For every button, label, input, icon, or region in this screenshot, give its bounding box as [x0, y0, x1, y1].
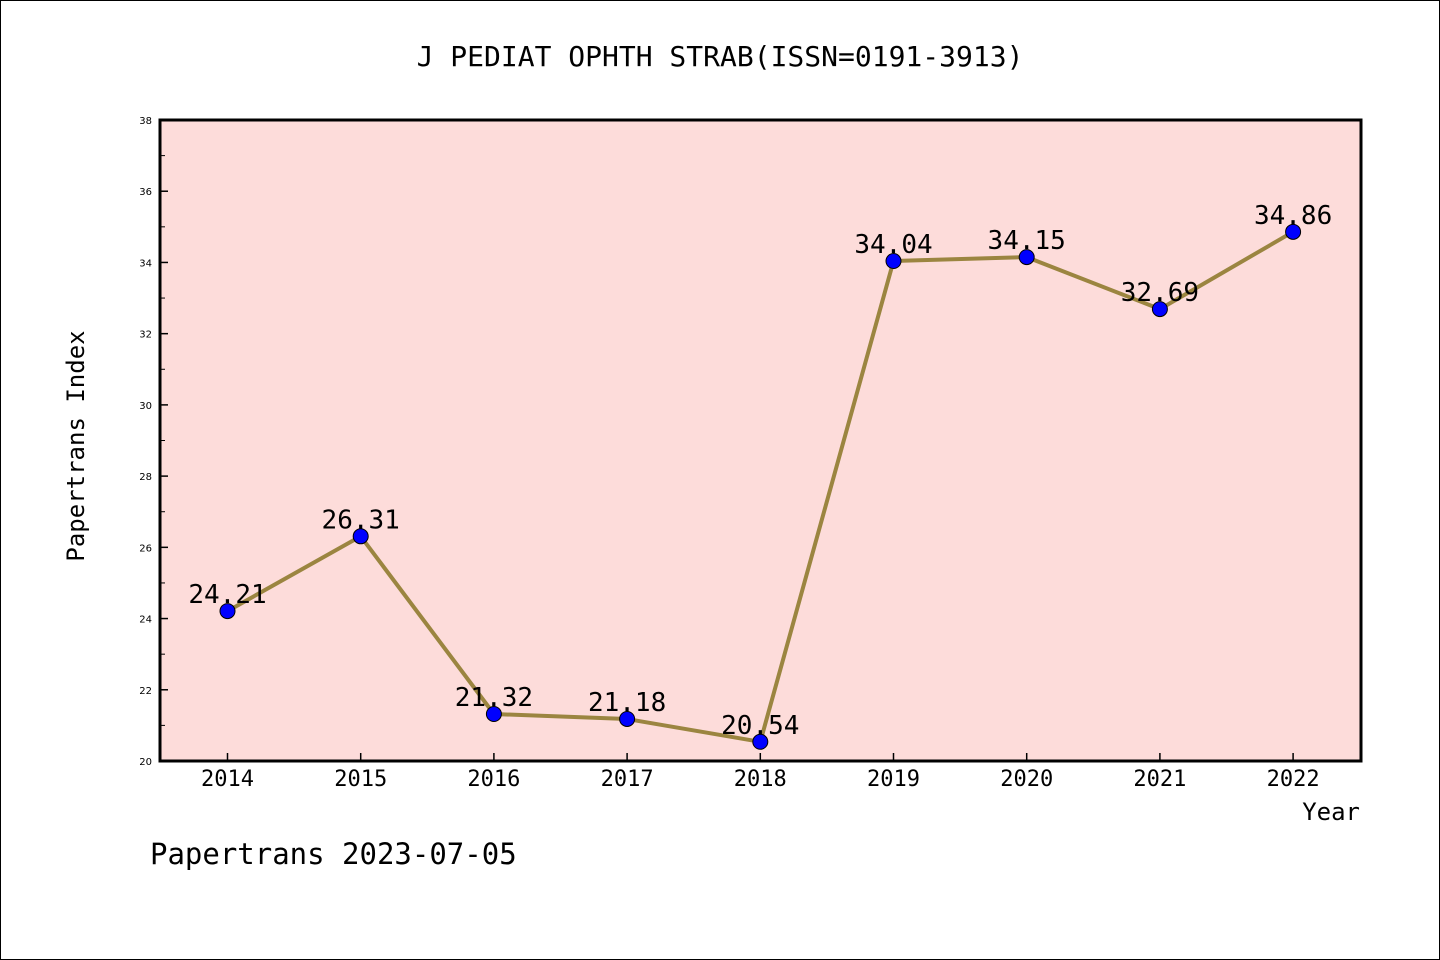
- y-tick-label: 30: [139, 401, 152, 412]
- y-tick-label: 20: [139, 757, 152, 768]
- y-tick-label: 38: [139, 116, 152, 127]
- data-label: 20.54: [721, 711, 799, 741]
- y-tick-label: 36: [139, 187, 152, 198]
- x-tick-label: 2014: [201, 767, 254, 792]
- data-label: 34.86: [1254, 201, 1332, 231]
- data-point: [1285, 223, 1302, 240]
- data-point: [752, 733, 769, 750]
- data-point: [1018, 249, 1035, 266]
- x-tick-label: 2018: [734, 767, 787, 792]
- x-tick-label: 2016: [467, 767, 520, 792]
- x-tick-label: 2015: [334, 767, 387, 792]
- data-point: [1151, 301, 1168, 318]
- data-label: 26.31: [322, 505, 400, 535]
- y-tick-label: 34: [139, 258, 152, 269]
- data-point: [352, 528, 369, 545]
- x-tick-label: 2020: [1000, 767, 1053, 792]
- chart-title: J PEDIAT OPHTH STRAB(ISSN=0191-3913): [417, 40, 1024, 73]
- data-label: 34.15: [988, 226, 1066, 256]
- data-markers: [219, 223, 1302, 750]
- x-axis-label: Year: [1302, 798, 1360, 826]
- data-label: 34.04: [854, 230, 932, 260]
- plot-area: [158, 118, 1363, 763]
- data-labels: 24.21 26.31 21.32 21.18 20.54 34.04 34.15 32.69…: [188, 201, 1332, 741]
- y-tick-label: 24: [139, 615, 152, 626]
- x-axis: 2014 2015 2016 2017 2018 2019 2020 2021 2022: [201, 753, 1320, 792]
- x-tick-label: 2021: [1133, 767, 1186, 792]
- data-label: 21.18: [588, 688, 666, 718]
- y-tick-label: 28: [139, 472, 152, 483]
- y-axis: 20 22 24 26 28 30 32 34 36 38: [139, 116, 168, 768]
- x-tick-label: 2017: [601, 767, 654, 792]
- y-tick-label: 26: [139, 543, 152, 554]
- data-label: 21.32: [455, 683, 533, 713]
- data-label: 32.69: [1121, 278, 1199, 308]
- y-axis-label: Papertrans Index: [62, 330, 90, 561]
- data-point: [485, 705, 502, 722]
- x-tick-label: 2019: [867, 767, 920, 792]
- y-tick-label: 32: [139, 330, 152, 341]
- data-point: [619, 710, 636, 727]
- x-tick-label: 2022: [1267, 767, 1320, 792]
- footer-credit: Papertrans 2023-07-05: [150, 837, 517, 871]
- data-point: [885, 253, 902, 270]
- data-point: [219, 603, 236, 620]
- y-tick-label: 22: [139, 686, 152, 697]
- data-label: 24.21: [188, 580, 266, 610]
